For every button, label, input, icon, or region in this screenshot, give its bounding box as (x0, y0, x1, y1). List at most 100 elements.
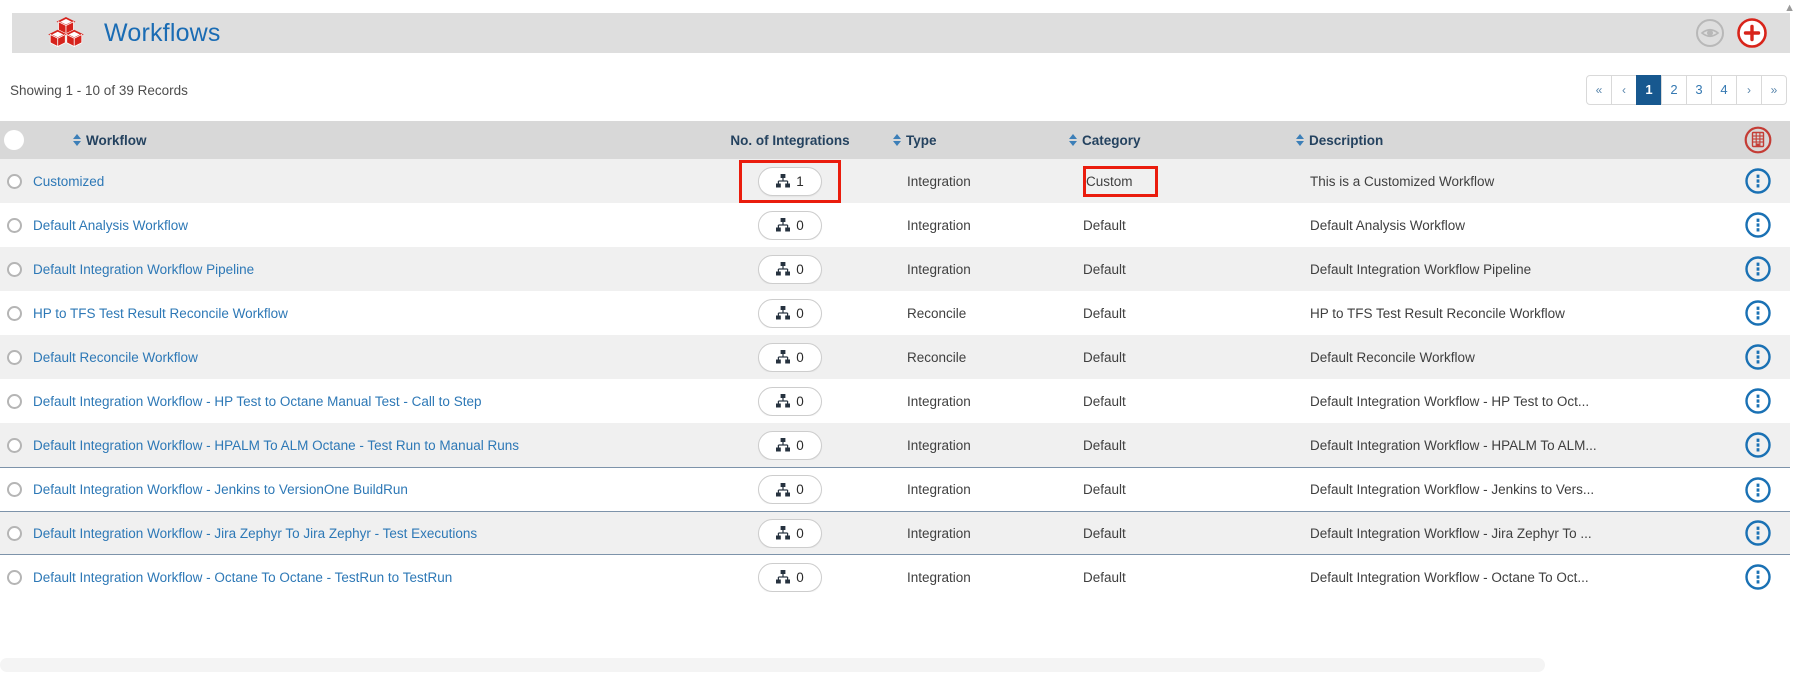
sitemap-icon (776, 306, 791, 320)
actions-cell (1725, 211, 1790, 239)
type-cell: Integration (907, 261, 971, 277)
integrations-badge[interactable]: 0 (758, 430, 822, 460)
kebab-menu-icon[interactable] (1744, 255, 1772, 283)
description-cell: This is a Customized Workflow (1310, 173, 1495, 189)
workflow-cell: Default Integration Workflow - HPALM To … (28, 438, 690, 453)
kebab-menu-icon[interactable] (1744, 299, 1772, 327)
workflow-link[interactable]: Default Analysis Workflow (33, 217, 189, 233)
table-row: HP to TFS Test Result Reconcile Workflow… (0, 291, 1790, 335)
sort-icon[interactable] (893, 134, 901, 146)
column-header-type[interactable]: Type (890, 133, 1065, 148)
workflow-cell: Customized (28, 174, 690, 189)
category-value: Default (1083, 393, 1126, 409)
description-cell: HP to TFS Test Result Reconcile Workflow (1310, 305, 1565, 321)
workflow-link[interactable]: HP to TFS Test Result Reconcile Workflow (33, 305, 288, 321)
workflow-link[interactable]: Customized (33, 173, 105, 189)
kebab-menu-icon[interactable] (1744, 563, 1772, 591)
description-cell: Default Integration Workflow - HPALM To … (1310, 437, 1597, 453)
workflow-cell: Default Integration Workflow - Jira Zeph… (28, 526, 690, 541)
category-value: Default (1083, 305, 1126, 321)
workflow-table: Workflow No. of Integrations Type Category D… (0, 121, 1790, 599)
kebab-menu-icon[interactable] (1744, 476, 1772, 504)
description-cell: Default Reconcile Workflow (1310, 349, 1475, 365)
actions-cell (1725, 387, 1790, 415)
sitemap-icon (776, 350, 791, 364)
table-row: Default Integration Workflow - Jira Zeph… (0, 511, 1790, 555)
row-radio[interactable] (6, 261, 22, 277)
integrations-count: 0 (796, 261, 804, 277)
column-config-cell (1725, 125, 1790, 155)
row-radio[interactable] (6, 482, 22, 497)
table-row: Default Analysis Workflow 0 Integration Def… (0, 203, 1790, 247)
integrations-badge[interactable]: 0 (758, 210, 822, 240)
row-radio[interactable] (6, 217, 22, 233)
row-radio[interactable] (6, 569, 22, 585)
view-toggle-button[interactable] (1694, 17, 1726, 49)
kebab-menu-icon[interactable] (1744, 343, 1772, 371)
sitemap-icon (776, 174, 791, 188)
workflow-link[interactable]: Default Integration Workflow - Jenkins t… (33, 482, 408, 497)
row-radio[interactable] (6, 525, 22, 541)
horizontal-scrollbar[interactable] (0, 658, 1545, 672)
kebab-menu-icon[interactable] (1744, 167, 1772, 195)
integrations-badge[interactable]: 0 (758, 518, 822, 548)
add-workflow-button[interactable] (1736, 17, 1768, 49)
row-select-cell (0, 305, 28, 321)
integrations-badge[interactable]: 0 (758, 298, 822, 328)
integrations-badge[interactable]: 0 (758, 342, 822, 372)
row-radio[interactable] (6, 173, 22, 189)
workflow-link[interactable]: Default Reconcile Workflow (33, 349, 198, 365)
select-all-radio[interactable] (4, 130, 24, 150)
row-radio[interactable] (6, 349, 22, 365)
row-radio[interactable] (6, 393, 22, 409)
column-header-category[interactable]: Category (1065, 133, 1295, 148)
pagination-page-4[interactable]: 4 (1711, 75, 1737, 105)
scroll-up-icon[interactable]: ▲ (1784, 2, 1795, 14)
workflow-link[interactable]: Default Integration Workflow Pipeline (33, 261, 255, 277)
integrations-count: 0 (796, 482, 804, 497)
kebab-menu-icon[interactable] (1744, 387, 1772, 415)
table-row: Customized 1 Integration Custom This is a Cu… (0, 159, 1790, 203)
pagination-page-1[interactable]: 1 (1636, 75, 1662, 105)
pagination-page-2[interactable]: 2 (1661, 75, 1687, 105)
row-radio[interactable] (6, 437, 22, 453)
category-value: Default (1083, 437, 1126, 453)
kebab-menu-icon[interactable] (1744, 211, 1772, 239)
description-cell: Default Integration Workflow - Jenkins t… (1310, 482, 1595, 497)
integrations-badge[interactable]: 0 (758, 386, 822, 416)
pagination-page-3[interactable]: 3 (1686, 75, 1712, 105)
sort-icon[interactable] (73, 134, 81, 146)
row-select-cell (0, 217, 28, 233)
kebab-menu-icon[interactable] (1744, 431, 1772, 459)
column-header-description[interactable]: Description (1295, 133, 1725, 148)
integrations-badge[interactable]: 0 (758, 254, 822, 284)
row-radio[interactable] (6, 305, 22, 321)
kebab-menu-icon[interactable] (1744, 519, 1772, 547)
row-select-cell (0, 173, 28, 189)
category-cell: Default (1065, 218, 1295, 233)
integrations-cell: 0 (690, 562, 890, 592)
table-row: Default Integration Workflow - Octane To… (0, 555, 1790, 599)
category-value: Default (1083, 217, 1126, 233)
pagination-first-button[interactable]: « (1586, 75, 1612, 105)
integrations-cell: 0 (690, 254, 890, 284)
workflow-link[interactable]: Default Integration Workflow - Jira Zeph… (33, 525, 478, 541)
integrations-count: 0 (796, 393, 804, 409)
column-config-icon[interactable] (1743, 125, 1773, 155)
type-cell: Integration (907, 482, 971, 497)
workflow-cell: HP to TFS Test Result Reconcile Workflow (28, 306, 690, 321)
integrations-badge[interactable]: 1 (758, 166, 822, 196)
workflow-link[interactable]: Default Integration Workflow - HPALM To … (33, 437, 519, 453)
column-header-label: Category (1082, 132, 1141, 148)
integrations-badge[interactable]: 0 (758, 475, 822, 504)
integrations-badge[interactable]: 0 (758, 562, 822, 592)
workflow-link[interactable]: Default Integration Workflow - HP Test t… (33, 393, 482, 409)
pagination-prev-button[interactable]: ‹ (1611, 75, 1637, 105)
pagination-next-button[interactable]: › (1736, 75, 1762, 105)
sort-icon[interactable] (1296, 134, 1304, 146)
sort-icon[interactable] (1069, 134, 1077, 146)
integrations-cell: 0 (690, 518, 890, 548)
column-header-workflow[interactable]: Workflow (28, 133, 690, 148)
workflow-link[interactable]: Default Integration Workflow - Octane To… (33, 569, 453, 585)
pagination-last-button[interactable]: » (1761, 75, 1787, 105)
